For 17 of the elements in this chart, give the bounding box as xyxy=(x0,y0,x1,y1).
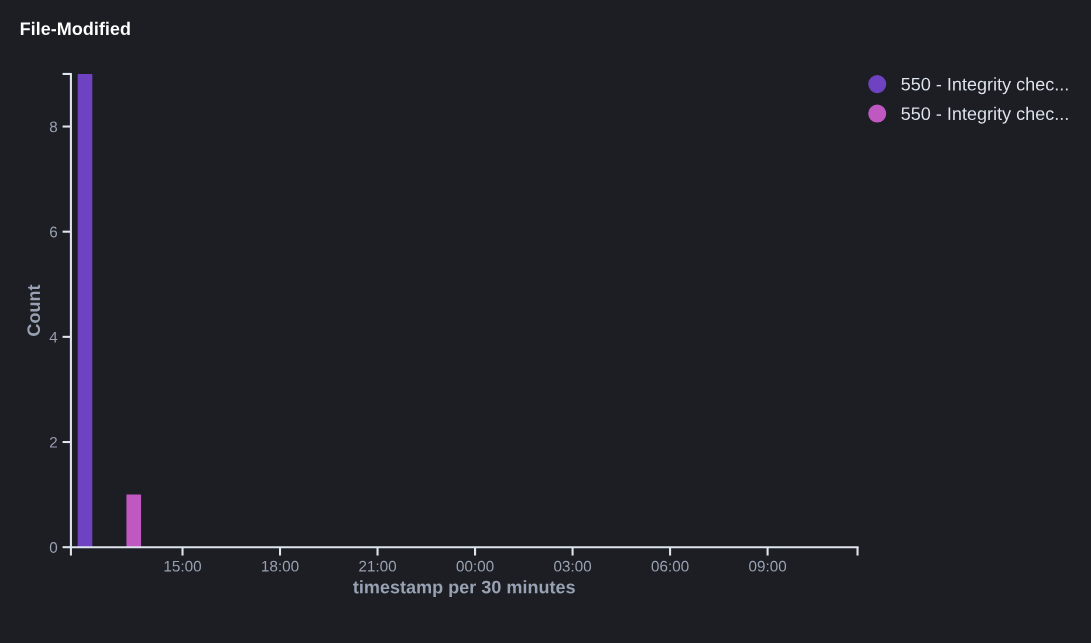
legend-label: 550 - Integrity chec... xyxy=(901,106,1068,124)
x-tick-label: 00:00 xyxy=(456,560,494,572)
x-tick-label: 06:00 xyxy=(651,560,689,572)
x-tick-label: 21:00 xyxy=(359,560,397,572)
y-tick-label: 6 xyxy=(50,226,58,238)
y-axis-title: Count xyxy=(27,284,41,336)
y-tick-label: 2 xyxy=(49,436,57,448)
x-axis-title: timestamp per 30 minutes xyxy=(353,580,575,598)
x-tick-label: 03:00 xyxy=(554,560,592,572)
y-tick-label: 0 xyxy=(49,542,58,553)
y-tick-label: 4 xyxy=(49,331,58,343)
x-tick-label: 15:00 xyxy=(164,560,202,572)
y-tick-label: 8 xyxy=(49,121,58,133)
legend-label: 550 - Integrity chec... xyxy=(901,77,1068,95)
chart-title: File-Modified xyxy=(20,21,130,36)
x-tick-label: 09:00 xyxy=(749,560,787,572)
x-tick-label: 18:00 xyxy=(262,560,299,572)
